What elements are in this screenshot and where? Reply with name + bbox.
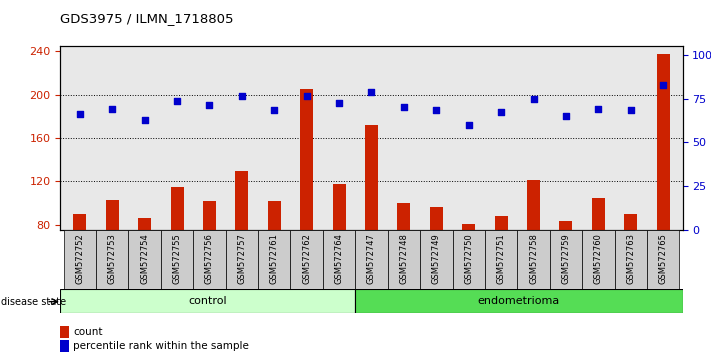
Bar: [291, 230, 323, 289]
Text: GSM572753: GSM572753: [108, 233, 117, 284]
Bar: [420, 230, 452, 289]
Text: GSM572757: GSM572757: [237, 233, 247, 284]
Bar: [518, 230, 550, 289]
Point: [658, 82, 669, 87]
Text: GDS3975 / ILMN_1718805: GDS3975 / ILMN_1718805: [60, 12, 234, 25]
Point: [139, 117, 150, 122]
Text: GSM572761: GSM572761: [269, 233, 279, 284]
Bar: [355, 289, 683, 313]
Text: control: control: [188, 296, 227, 306]
Text: GSM572760: GSM572760: [594, 233, 603, 284]
Text: GSM572752: GSM572752: [75, 233, 85, 284]
Text: GSM572749: GSM572749: [432, 233, 441, 284]
Bar: [333, 183, 346, 230]
Text: endometrioma: endometrioma: [478, 296, 560, 306]
Point: [463, 122, 474, 128]
Bar: [387, 230, 420, 289]
Point: [528, 97, 539, 102]
Bar: [550, 230, 582, 289]
Point: [365, 89, 377, 95]
Bar: [258, 230, 291, 289]
Bar: [495, 216, 508, 230]
Point: [301, 93, 312, 98]
Bar: [300, 89, 313, 230]
Text: GSM572750: GSM572750: [464, 233, 474, 284]
Bar: [64, 230, 96, 289]
Text: GSM572764: GSM572764: [335, 233, 343, 284]
Point: [333, 100, 345, 106]
Text: percentile rank within the sample: percentile rank within the sample: [73, 341, 249, 351]
Text: GSM572758: GSM572758: [529, 233, 538, 284]
Bar: [171, 187, 183, 230]
Point: [431, 108, 442, 113]
Bar: [225, 230, 258, 289]
Bar: [657, 53, 670, 230]
Text: disease state: disease state: [1, 297, 67, 307]
Text: GSM572756: GSM572756: [205, 233, 214, 284]
Bar: [452, 230, 485, 289]
Bar: [485, 230, 518, 289]
Text: GSM572759: GSM572759: [562, 233, 570, 284]
Bar: [582, 230, 614, 289]
Point: [236, 93, 247, 98]
Bar: [161, 230, 193, 289]
Bar: [397, 203, 410, 230]
Bar: [203, 201, 216, 230]
Bar: [592, 198, 605, 230]
Point: [171, 98, 183, 104]
Bar: [96, 230, 129, 289]
Bar: [106, 200, 119, 230]
Bar: [614, 230, 647, 289]
Text: GSM572762: GSM572762: [302, 233, 311, 284]
Bar: [462, 224, 475, 230]
Bar: [527, 180, 540, 230]
Bar: [365, 125, 378, 230]
Bar: [193, 230, 225, 289]
Bar: [560, 222, 572, 230]
Point: [204, 102, 215, 108]
Bar: [73, 214, 86, 230]
Bar: [356, 230, 387, 289]
Point: [74, 111, 85, 117]
Bar: [268, 201, 281, 230]
Text: GSM572765: GSM572765: [658, 233, 668, 284]
Text: GSM572747: GSM572747: [367, 233, 376, 284]
Bar: [129, 230, 161, 289]
Text: GSM572763: GSM572763: [626, 233, 635, 284]
Point: [593, 106, 604, 112]
Point: [625, 108, 636, 113]
Text: GSM572748: GSM572748: [400, 233, 408, 284]
Bar: [138, 218, 151, 230]
Text: GSM572754: GSM572754: [140, 233, 149, 284]
Text: count: count: [73, 327, 102, 337]
Point: [107, 106, 118, 112]
Bar: [235, 171, 248, 230]
Point: [269, 108, 280, 113]
Point: [496, 109, 507, 115]
Bar: [60, 289, 355, 313]
Bar: [323, 230, 356, 289]
Bar: [647, 230, 679, 289]
Bar: [430, 207, 443, 230]
Point: [398, 104, 410, 110]
Bar: [624, 214, 637, 230]
Text: GSM572755: GSM572755: [173, 233, 181, 284]
Point: [560, 113, 572, 119]
Text: GSM572751: GSM572751: [496, 233, 506, 284]
